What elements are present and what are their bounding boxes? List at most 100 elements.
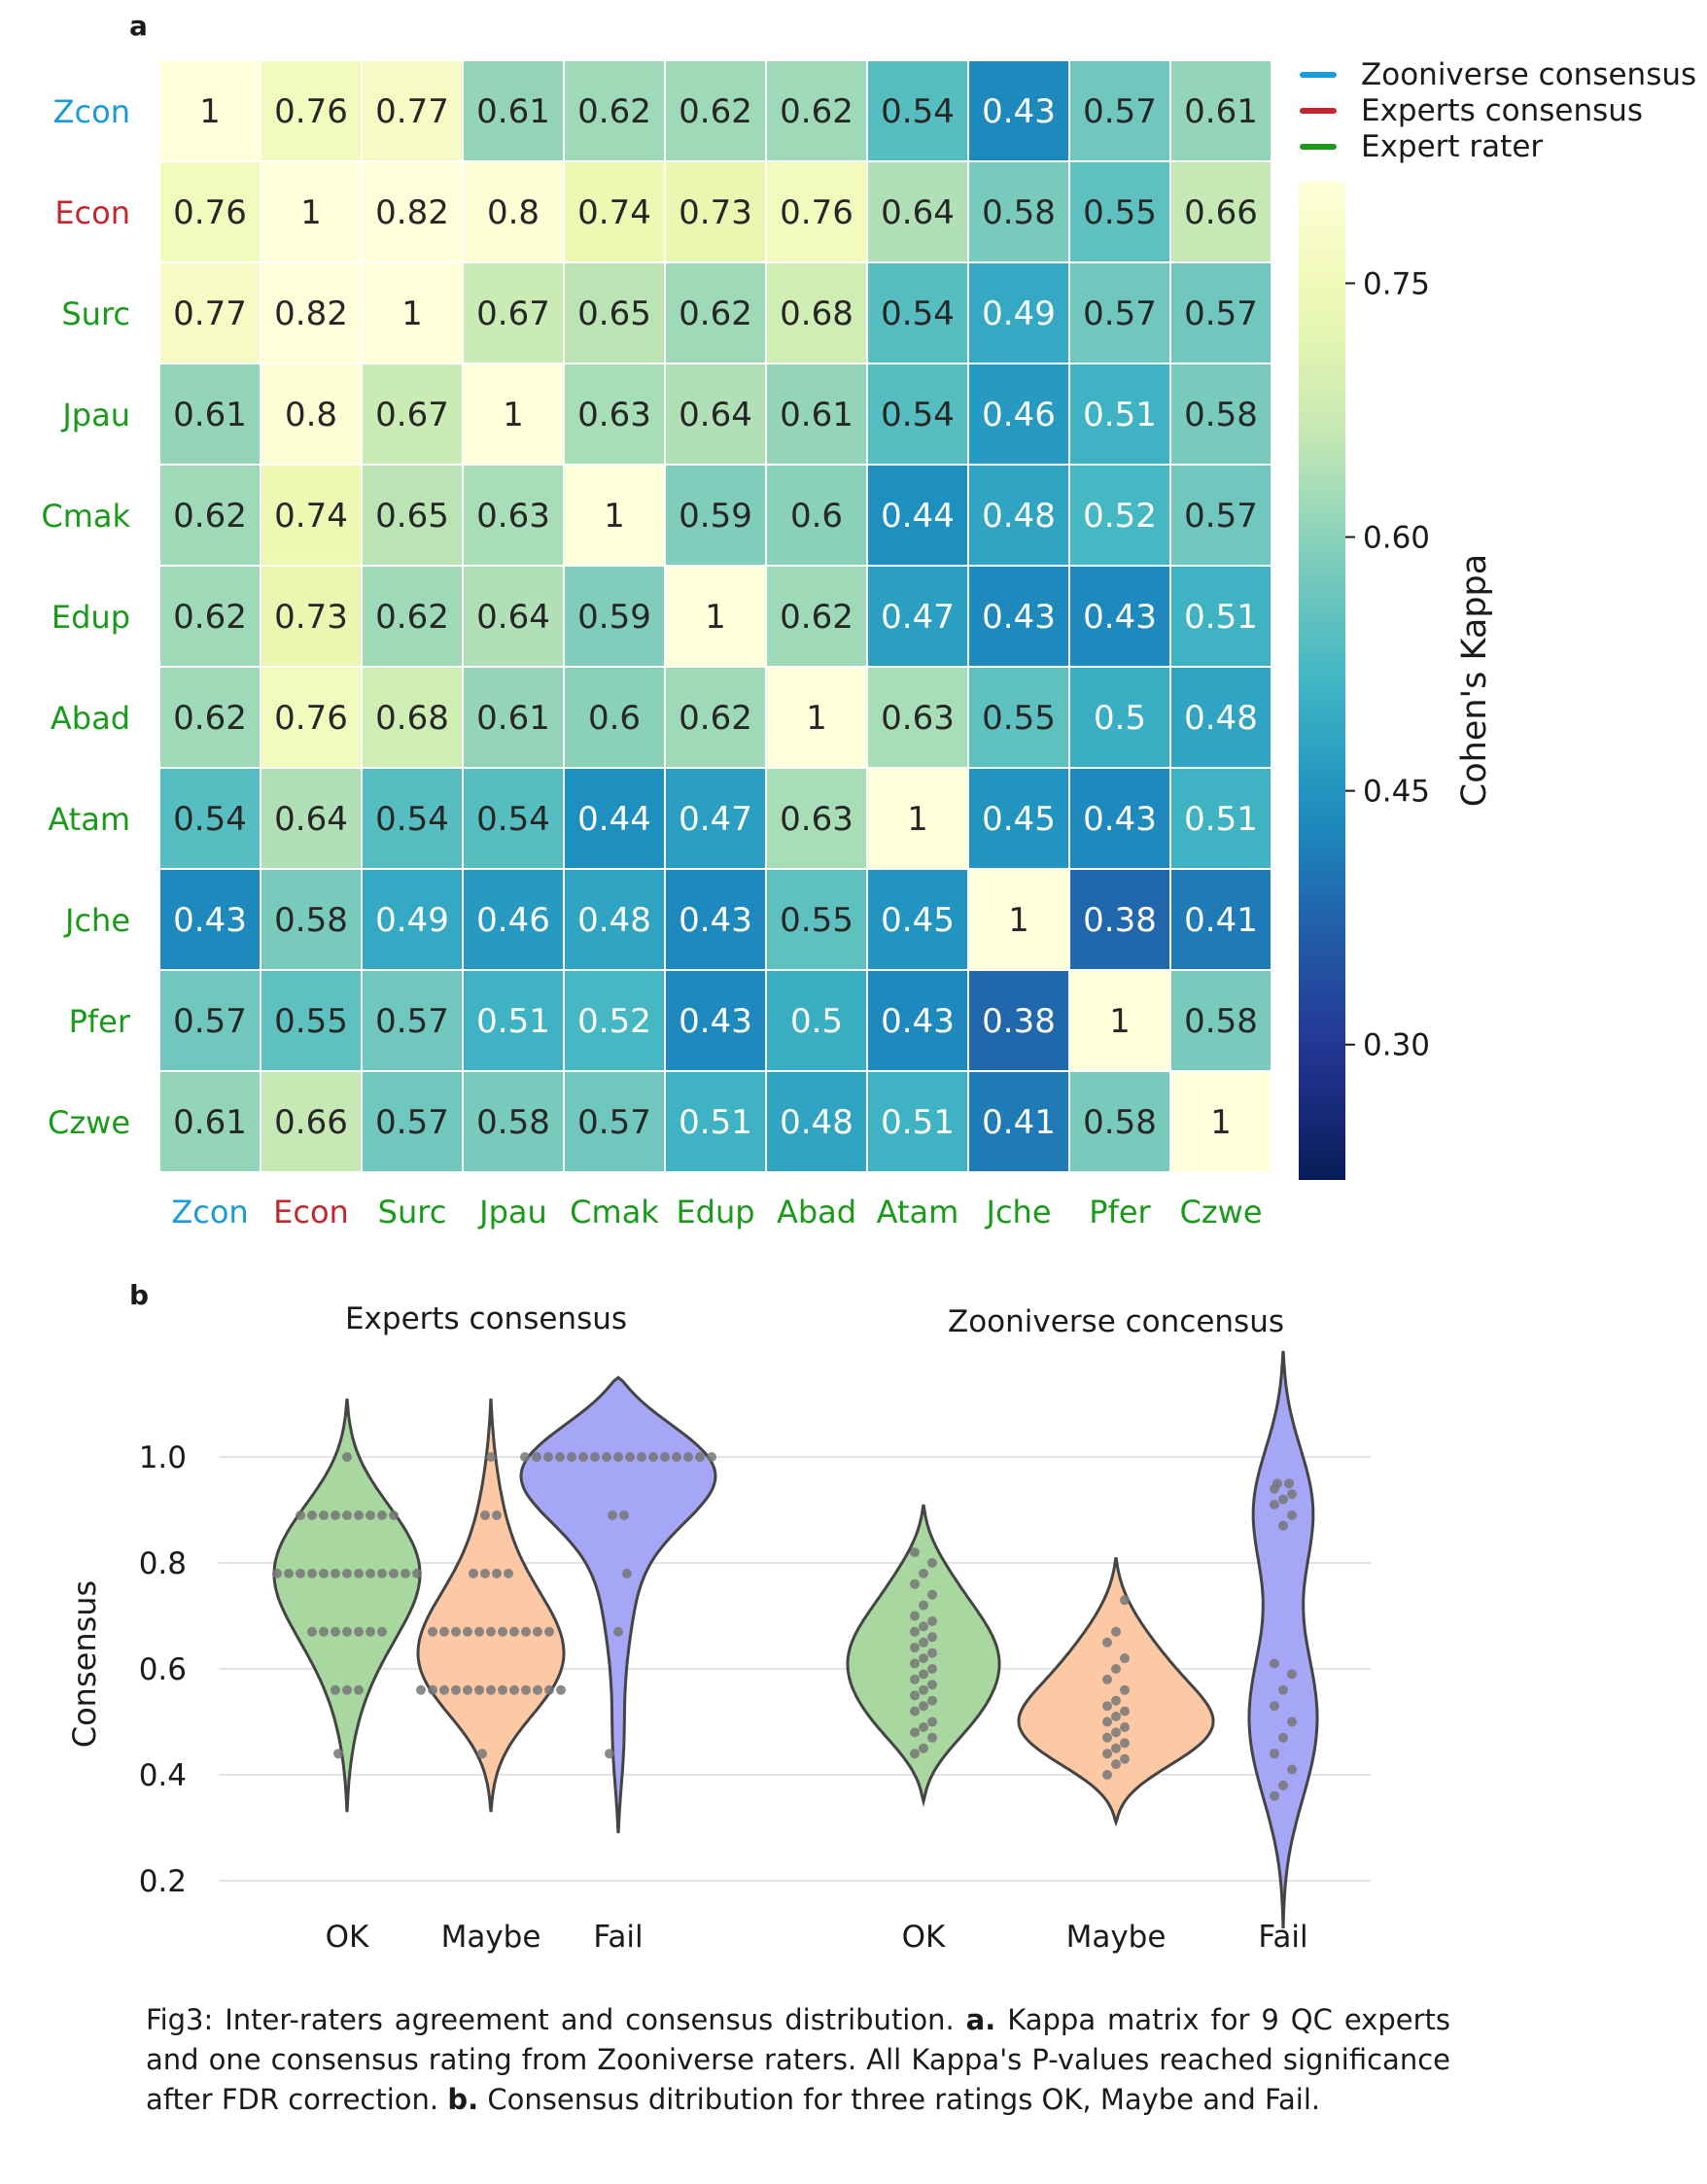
heatmap-value: 0.58 <box>274 901 348 940</box>
violin-point <box>474 1684 484 1695</box>
y-tick-label: 0.6 <box>139 1652 187 1687</box>
violin-point <box>296 1568 305 1578</box>
heatmap-cell <box>462 565 565 668</box>
heatmap-cell <box>563 767 666 870</box>
heatmap-value: 0.59 <box>679 497 752 536</box>
violin-point <box>1287 1489 1297 1500</box>
heatmap-cell <box>866 969 969 1072</box>
violin-point <box>1278 1684 1288 1695</box>
violin-point <box>331 1568 340 1578</box>
x-tick-label: Fail <box>1258 1920 1307 1955</box>
violin-point <box>919 1743 928 1753</box>
heatmap-cell <box>1169 969 1272 1072</box>
violin-point <box>1120 1595 1130 1606</box>
heatmap-col-label: Czwe <box>1180 1194 1263 1231</box>
caption-b-bold: b. <box>447 2083 479 2116</box>
violin-group-title: Experts consensus <box>345 1301 627 1336</box>
heatmap-value: 0.38 <box>1083 901 1157 940</box>
heatmap-value: 0.41 <box>982 1103 1056 1142</box>
violin-point <box>927 1558 937 1568</box>
violin-point <box>910 1749 920 1759</box>
violin-point <box>910 1727 920 1738</box>
heatmap-value: 0.46 <box>476 901 550 940</box>
heatmap-col-label: Jche <box>985 1194 1052 1231</box>
heatmap-value: 0.55 <box>1083 193 1157 232</box>
violin-point <box>389 1568 399 1578</box>
violin-point <box>354 1510 364 1520</box>
heatmap-cell <box>765 666 868 769</box>
panel-b-letter: b <box>129 1279 149 1311</box>
violin-point <box>608 1510 617 1520</box>
colorbar-tick-label: 0.30 <box>1363 1028 1430 1063</box>
violin-point <box>377 1626 387 1637</box>
heatmap-value: 0.49 <box>982 295 1056 333</box>
violin-point <box>1284 1478 1294 1489</box>
violin-point <box>1120 1753 1130 1764</box>
violin-point <box>927 1664 937 1674</box>
heatmap-value: 0.61 <box>780 396 854 434</box>
heatmap-value: 1 <box>1210 1103 1232 1142</box>
legend-label: Experts consensus <box>1361 93 1643 128</box>
heatmap-value: 0.62 <box>780 92 854 131</box>
heatmap-value: 0.6 <box>790 497 843 536</box>
heatmap-value: 0.43 <box>679 901 752 940</box>
violin-body <box>272 1398 422 1813</box>
violin-point <box>521 1626 531 1637</box>
heatmap-cell <box>563 261 666 364</box>
heatmap-cell <box>158 868 261 971</box>
heatmap-value: 0.44 <box>577 800 651 839</box>
heatmap-cell <box>967 1070 1070 1173</box>
heatmap-cell <box>1169 666 1272 769</box>
violin-point <box>927 1632 937 1643</box>
colorbar-gradient <box>1299 182 1345 1180</box>
heatmap-value: 0.73 <box>679 193 752 232</box>
violin-point <box>474 1626 484 1637</box>
violin-point <box>543 1452 553 1462</box>
heatmap-cell <box>361 666 464 769</box>
violin-point <box>578 1452 588 1462</box>
heatmap-value: 0.51 <box>1184 598 1258 637</box>
violin-point <box>919 1621 928 1632</box>
violin-point <box>486 1684 496 1695</box>
violin-point <box>1102 1716 1112 1727</box>
heatmap-cell <box>462 363 565 466</box>
legend-label: Expert rater <box>1361 129 1543 164</box>
heatmap-cell <box>462 767 565 870</box>
violin-body <box>1247 1350 1319 1929</box>
violin-point <box>1278 1732 1288 1743</box>
heatmap-cell <box>765 363 868 466</box>
violin-point <box>509 1626 519 1637</box>
heatmap-value: 0.67 <box>375 396 449 434</box>
heatmap-value: 0.77 <box>173 295 247 333</box>
heatmap-cell <box>765 261 868 364</box>
violin-body <box>1017 1557 1215 1827</box>
x-tick-label: Fail <box>593 1920 643 1955</box>
heatmap-row-label: Edup <box>52 599 130 636</box>
heatmap-value: 0.45 <box>982 800 1056 839</box>
violin-point <box>1272 1478 1282 1489</box>
violin-point <box>910 1611 920 1621</box>
colorbar-label: Cohen's Kappa <box>1455 554 1494 807</box>
violin-point <box>919 1684 928 1695</box>
heatmap-value: 0.38 <box>982 1002 1056 1041</box>
violin-point <box>1270 1500 1279 1509</box>
violin-point <box>307 1626 317 1637</box>
heatmap-cell <box>158 261 261 364</box>
violin-point <box>319 1568 329 1578</box>
heatmap-value: 0.82 <box>375 193 449 232</box>
heatmap-value: 0.55 <box>982 699 1056 738</box>
heatmap-value: 0.61 <box>476 92 550 131</box>
violin-point <box>910 1674 920 1684</box>
colorbar-tick-label: 0.60 <box>1363 521 1430 556</box>
violin-point <box>486 1452 496 1462</box>
heatmap-value: 0.57 <box>375 1002 449 1041</box>
heatmap-value: 1 <box>806 699 827 738</box>
heatmap-value: 0.62 <box>577 92 651 131</box>
heatmap-value: 0.62 <box>679 92 752 131</box>
heatmap-value: 0.5 <box>790 1002 843 1041</box>
heatmap-value: 0.58 <box>476 1103 550 1142</box>
heatmap-row-label: Czwe <box>48 1104 130 1141</box>
heatmap-value: 0.43 <box>881 1002 955 1041</box>
violin-point <box>366 1568 375 1578</box>
violin-point <box>919 1568 928 1578</box>
